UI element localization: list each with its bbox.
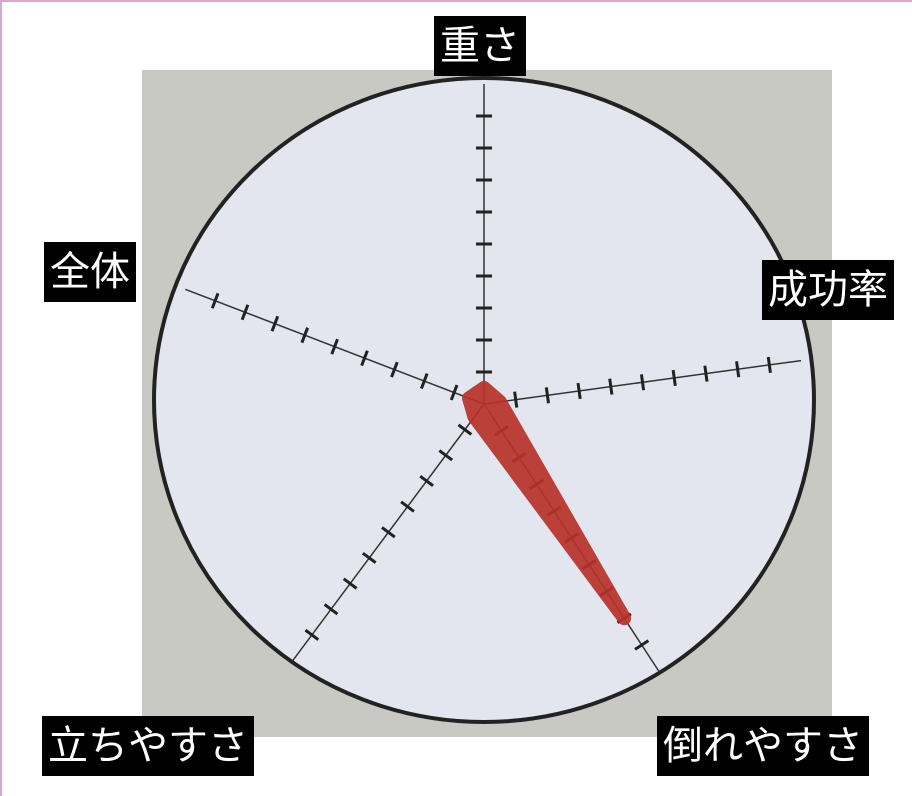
tick-mark [634, 639, 650, 651]
tick-mark [323, 603, 339, 616]
tick-mark [342, 577, 358, 590]
tick-mark [449, 384, 459, 401]
tick-mark [400, 500, 415, 513]
tick-mark [639, 374, 646, 391]
tick-mark [300, 327, 310, 344]
tick-mark [419, 373, 429, 390]
tick-mark [240, 304, 250, 321]
tick-mark [544, 387, 550, 404]
axis-label: 重さ [434, 16, 526, 76]
axis-label: 倒れやすさ [657, 716, 869, 776]
tick-mark [210, 292, 220, 309]
tick-mark [381, 526, 396, 539]
tick-mark [513, 391, 519, 408]
tick-mark [390, 361, 399, 378]
tick-mark [361, 551, 377, 564]
tick-mark [304, 628, 320, 641]
tick-mark [576, 382, 582, 400]
tick-mark [735, 361, 741, 378]
tick-mark [608, 378, 614, 395]
tick-mark [330, 338, 339, 355]
tick-mark [360, 350, 369, 367]
axis-label: 立ちやすさ [42, 716, 254, 776]
tick-mark [703, 365, 709, 382]
data-area [462, 381, 632, 626]
tick-mark [671, 369, 677, 387]
tick-mark [438, 449, 454, 462]
axis-label: 全体 [44, 242, 136, 302]
tick-mark [766, 356, 772, 374]
tick-mark [457, 423, 473, 436]
tick-mark [270, 315, 280, 332]
tick-mark [419, 474, 434, 487]
axis-label: 成功率 [762, 260, 894, 320]
